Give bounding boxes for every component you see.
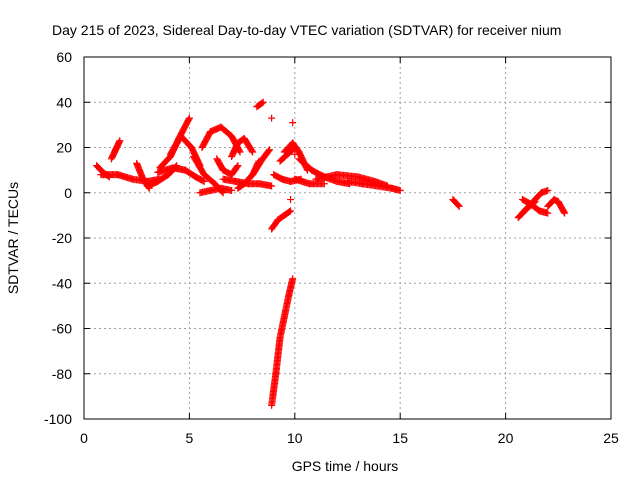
x-tick-label: 15 xyxy=(392,430,408,446)
data-point-marker xyxy=(289,119,297,127)
axis-ticks: 0 5 10 15 20 25 60 40 20 0 -20 -40 -60 -80 -100 xyxy=(44,49,619,446)
y-tick-label: -20 xyxy=(52,230,72,246)
data-points xyxy=(93,98,569,409)
data-point-marker xyxy=(454,201,462,209)
data-point-marker xyxy=(116,137,124,145)
y-tick-label: -40 xyxy=(52,275,72,291)
x-tick-label: 10 xyxy=(287,430,303,446)
y-tick-label: 40 xyxy=(56,94,72,110)
y-axis-label: SDTVAR / TECUs xyxy=(5,182,21,294)
x-tick-label: 20 xyxy=(498,430,514,446)
data-point-marker xyxy=(228,186,236,194)
y-tick-label: -80 xyxy=(52,366,72,382)
data-point-marker xyxy=(268,114,276,122)
data-point-marker xyxy=(234,162,242,170)
data-point-marker xyxy=(233,163,241,171)
data-point-marker xyxy=(249,148,257,156)
chart-title: Day 215 of 2023, Sidereal Day-to-day VTE… xyxy=(52,22,561,38)
data-point-marker xyxy=(288,147,296,155)
data-point-marker xyxy=(286,208,294,216)
x-tick-label: 5 xyxy=(186,430,194,446)
data-point-marker xyxy=(560,208,568,216)
data-point-marker xyxy=(268,182,276,190)
data-point-marker xyxy=(544,186,552,194)
data-point-marker xyxy=(455,202,463,210)
data-point-marker xyxy=(287,207,295,215)
grid-lines xyxy=(84,57,611,419)
x-tick-label: 25 xyxy=(603,430,619,446)
data-point-marker xyxy=(265,147,273,155)
data-point-marker xyxy=(248,147,256,155)
x-tick-label: 0 xyxy=(80,430,88,446)
data-point-marker xyxy=(291,150,299,158)
data-point-marker xyxy=(236,148,244,156)
y-tick-label: 0 xyxy=(64,185,72,201)
data-point-marker xyxy=(259,98,267,106)
x-axis-label: GPS time / hours xyxy=(292,458,399,474)
data-point-marker xyxy=(289,275,297,283)
data-point-marker xyxy=(287,196,295,204)
data-point-marker xyxy=(561,209,569,217)
data-point-marker xyxy=(199,177,207,185)
data-point-marker xyxy=(396,186,404,194)
data-point-marker xyxy=(200,177,208,185)
y-tick-label: 60 xyxy=(56,49,72,65)
data-point-marker xyxy=(266,146,274,154)
data-point-marker xyxy=(258,99,266,107)
data-point-marker xyxy=(185,114,193,122)
data-point-marker xyxy=(185,115,193,123)
data-point-marker xyxy=(544,209,552,217)
y-tick-label: -60 xyxy=(52,321,72,337)
data-point-marker xyxy=(320,180,328,188)
y-tick-label: 20 xyxy=(56,140,72,156)
y-tick-label: -100 xyxy=(44,411,72,427)
